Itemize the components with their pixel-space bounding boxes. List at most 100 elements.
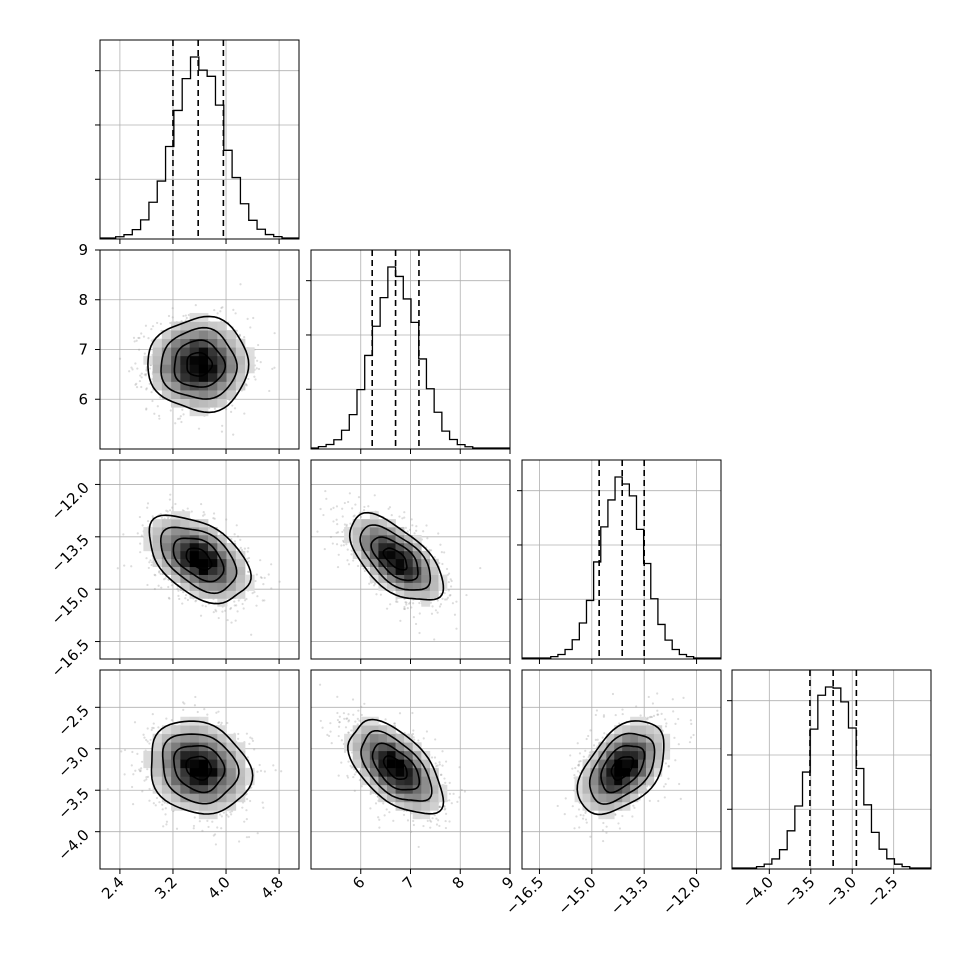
scatter-point [156,405,159,408]
scatter-point [225,518,228,521]
density-cell [152,534,163,544]
density-cell [395,566,405,575]
scatter-point [396,600,399,603]
histogram-line [732,686,931,869]
density-cell [152,742,163,752]
scatter-point [214,843,217,846]
panel-frame [99,39,300,240]
density-cell [208,725,218,735]
scatter-point [414,622,418,626]
scatter-point [206,819,209,823]
density-cell [421,759,431,769]
scatter-point [169,493,172,496]
contour-line [359,524,432,591]
density-cell [189,355,200,365]
density-cell [429,776,439,786]
scatter-point [382,802,385,805]
contour-line [148,514,252,605]
scatter-point [206,713,209,716]
density-cell [143,759,153,769]
scatter-point [646,718,649,721]
density-cell [198,558,209,568]
scatter-point [341,507,344,510]
scatter-point [255,573,258,576]
scatter-point [145,778,148,781]
density-cell [161,733,172,743]
scatter-point [197,427,201,430]
density-cell [590,759,599,769]
scatter-point [602,714,606,717]
scatter-point [158,414,161,417]
scatter-point [438,824,441,828]
scatter-point [120,750,123,753]
scatter-point [139,542,142,545]
density-cell [171,759,181,769]
density-cell [180,801,190,811]
density-cell [161,527,172,536]
scatter-point [175,827,179,830]
scatter-point [656,713,659,716]
scatter-point [377,816,380,819]
scatter-point [215,711,218,714]
density-cell [582,776,591,786]
density-cell [582,767,591,777]
density-cell [208,355,218,365]
scatter-point [441,562,444,566]
x-tick-label: 2.4 [98,873,128,903]
scatter-point [336,531,340,534]
density-cell [387,759,396,769]
scatter-point [245,792,248,796]
scatter-point [237,732,240,736]
scatter-point [136,367,139,370]
density-cell [352,542,362,552]
scatter-point [215,610,218,613]
scatter-point [164,577,167,580]
density-cell [198,759,209,769]
density-cell [404,742,414,752]
density-cell [653,733,663,743]
scatter-point [148,561,151,564]
scatter-point [356,564,360,568]
density-cell [143,527,153,536]
density-cell [369,767,379,777]
x-tick-label: 8 [449,873,468,892]
density-cell [217,534,227,544]
scatter-point [412,823,415,827]
scatter-point [402,813,406,817]
density-cell [189,347,200,357]
scatter-point [336,695,339,698]
scatter-point [346,559,349,562]
density-cell [638,776,647,786]
scatter-point [399,619,402,622]
density-cell [180,519,190,528]
density-cell [344,534,354,544]
scatter-point [430,756,434,759]
density-cell [369,784,379,794]
scatter-point [261,801,264,804]
scatter-point [182,591,185,594]
scatter-point [162,578,166,581]
scatter-point [569,754,572,757]
scatter-point [652,714,656,717]
density-cell [198,381,209,391]
y-tick-label: −3.0 [54,743,92,781]
scatter-point [648,799,651,802]
scatter-point [171,506,174,509]
scatter-point [664,762,668,765]
scatter-point [357,496,361,499]
density-cell [171,742,181,752]
density-cell [198,347,209,357]
scatter-point [342,539,345,542]
scatter-point [439,773,442,776]
scatter-point [123,773,126,776]
density-cell [180,330,190,340]
scatter-point [150,728,153,732]
density-cell [208,381,218,391]
scatter-point [199,614,203,617]
scatter-point [165,823,168,826]
density-cell [189,364,200,374]
density-cell [235,574,246,583]
scatter-point [350,729,353,732]
density-cell [235,372,246,382]
